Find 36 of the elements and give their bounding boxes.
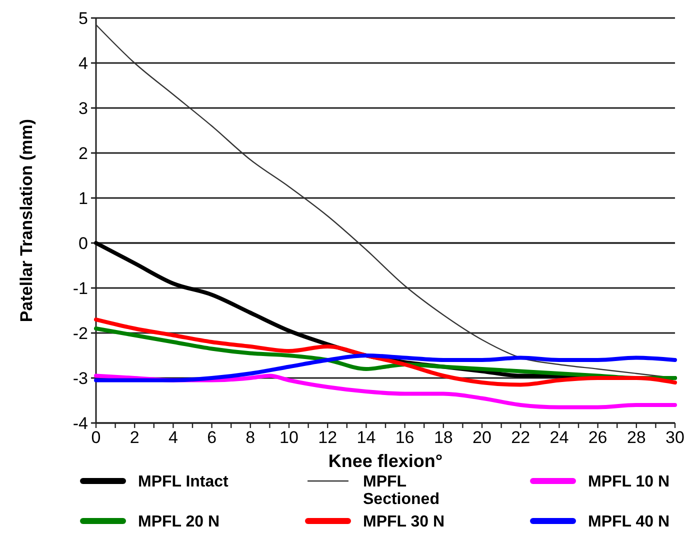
x-tick-label: 0: [91, 428, 101, 447]
legend-label: MPFL 20 N: [138, 514, 220, 531]
x-axis-title: Knee flexion°: [328, 451, 443, 471]
y-tick-label: 0: [78, 234, 88, 253]
y-axis-title: Patellar Translation (mm): [17, 118, 36, 322]
legend-label: MPFL Intact: [138, 474, 230, 491]
x-tick-label: 28: [626, 428, 646, 447]
legend-label: MPFL 40 N: [588, 514, 670, 531]
y-tick-label: -3: [72, 368, 88, 388]
y-tick-label: 4: [78, 54, 88, 73]
x-tick-label: 14: [356, 428, 376, 447]
x-tick-label: 24: [550, 428, 569, 447]
x-tick-label: 12: [318, 428, 338, 447]
legend-label: MPFL 10 N: [588, 474, 670, 491]
x-tick-label: 18: [434, 428, 453, 447]
x-tick-label: 10: [280, 428, 298, 447]
x-tick-label: 20: [472, 428, 492, 447]
x-tick-label: 2: [130, 428, 140, 447]
y-tick-label: 5: [78, 8, 88, 28]
legend-label: MPFL Sectioned: [363, 474, 440, 508]
y-tick-label: 2: [78, 144, 88, 163]
line-series: [94, 354, 677, 382]
x-tick-label: 6: [207, 428, 217, 447]
y-tick-label: 1: [78, 188, 88, 208]
line-series: [94, 318, 677, 387]
y-tick-label: 3: [78, 98, 88, 118]
y-tick-label: -4: [72, 414, 88, 433]
y-tick-label: -2: [72, 324, 88, 343]
legend-label: MPFL 30 N: [363, 514, 444, 531]
x-tick-label: 16: [395, 428, 414, 447]
x-tick-label: 4: [168, 428, 178, 447]
x-tick-label: 22: [511, 428, 530, 447]
x-tick-label: 30: [666, 428, 684, 447]
y-tick-label: -1: [72, 278, 88, 298]
x-tick-label: 26: [588, 428, 608, 447]
x-tick-label: 8: [246, 428, 256, 447]
